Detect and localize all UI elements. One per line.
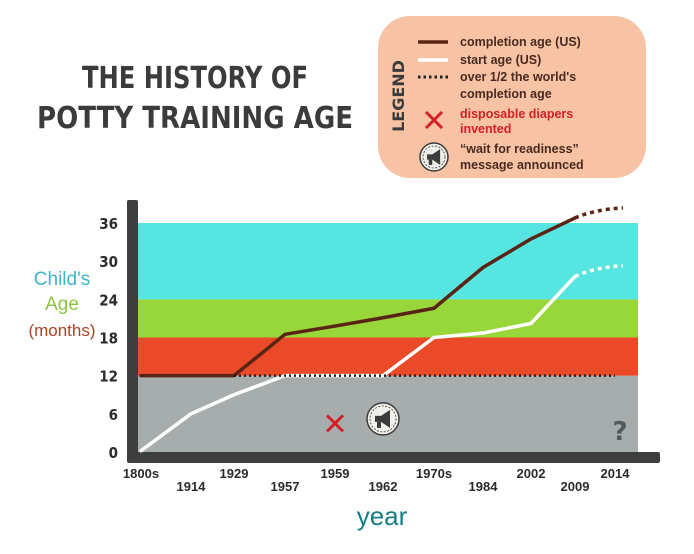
y-tick-label: 36 xyxy=(99,215,118,233)
chart-title-line-1: THE HISTORY OF xyxy=(82,61,308,96)
x-tick-label: 1929 xyxy=(220,466,249,481)
x-axis xyxy=(127,452,660,463)
y-tick-label: 0 xyxy=(109,444,118,462)
y-tick-label: 6 xyxy=(109,406,118,424)
x-tick-label: 1914 xyxy=(177,479,207,494)
legend-label: message announced xyxy=(460,158,584,172)
legend-label: disposable diapers xyxy=(460,107,573,121)
legend-label: “wait for readiness” xyxy=(460,142,579,156)
x-tick-label: 2014 xyxy=(601,466,631,481)
series-start-projection xyxy=(574,264,624,279)
y-tick-label: 24 xyxy=(99,291,118,309)
legend-item-4: “wait for readiness” message announced xyxy=(419,142,584,172)
x-tick-label: 1970s xyxy=(416,466,452,481)
y-tick-label: 18 xyxy=(99,330,118,348)
legend-item-1: start age (US) xyxy=(418,53,541,67)
y-tick-label: 12 xyxy=(99,368,118,386)
megaphone-icon xyxy=(366,402,400,436)
legend-item-0: completion age (US) xyxy=(418,35,581,49)
series-completion-projection xyxy=(574,206,624,220)
series-completion-line xyxy=(139,216,577,378)
x-axis-label: year xyxy=(357,501,408,531)
legend-label: completion age (US) xyxy=(460,35,581,49)
x-tick-label: 2009 xyxy=(561,479,590,494)
question-mark-annotation: ? xyxy=(612,417,627,447)
legend-title: LEGEND xyxy=(389,60,408,132)
x-tick-label: 2002 xyxy=(517,466,546,481)
x-tick-label: 1957 xyxy=(271,479,300,494)
y-axis-label-line-1: Child's xyxy=(34,269,90,290)
diapers-x-marker xyxy=(325,414,345,433)
megaphone-icon xyxy=(419,142,449,172)
x-tick-label: 1959 xyxy=(321,466,350,481)
y-tick-label: 30 xyxy=(99,253,118,271)
y-band-1 xyxy=(138,337,638,376)
y-axis xyxy=(127,200,138,460)
legend: LEGEND completion age (US) start age (US)… xyxy=(378,16,646,178)
x-tick-label: 1800s xyxy=(123,466,159,481)
y-axis-label-line-2: Age xyxy=(45,294,79,315)
y-band-3 xyxy=(138,223,638,300)
legend-label: invented xyxy=(460,122,511,136)
x-tick-label: 1984 xyxy=(469,479,499,494)
legend-background xyxy=(378,16,646,178)
legend-label: start age (US) xyxy=(460,53,541,67)
legend-item-2: over 1/2 the world's completion age xyxy=(418,70,576,101)
x-tick-label: 1962 xyxy=(369,479,398,494)
legend-label: over 1/2 the world's xyxy=(460,70,576,84)
y-axis-label-line-3: (months) xyxy=(28,321,95,340)
plot-area: 0 6 12 18 24 30 36 1800s 1914 1929 1957 1959 1962 197… xyxy=(99,200,660,494)
legend-label: completion age xyxy=(460,87,552,101)
chart-title-line-2: POTTY TRAINING AGE xyxy=(37,101,353,136)
